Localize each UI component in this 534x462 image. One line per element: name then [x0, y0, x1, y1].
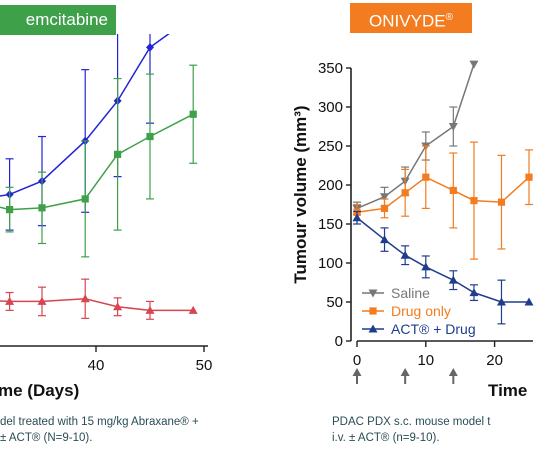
- x-tick-label: 0: [353, 352, 361, 369]
- data-point: [525, 173, 533, 181]
- y-tick-label: 0: [335, 333, 343, 350]
- data-point: [380, 193, 390, 202]
- data-point: [38, 204, 46, 212]
- y-tick-label: 100: [318, 255, 343, 272]
- series-line: [0, 297, 194, 312]
- data-point: [80, 294, 90, 303]
- data-point: [352, 213, 362, 222]
- data-point: [448, 123, 458, 131]
- right-banner-text: ONIVYDE: [369, 11, 446, 31]
- data-point: [401, 189, 409, 197]
- legend-label: ACT® + Drug: [391, 321, 476, 337]
- series-line: [0, 34, 170, 197]
- series-line: [0, 113, 194, 211]
- y-tick-label: 200: [318, 177, 343, 194]
- right-banner-label: ONIVYDE®: [350, 3, 472, 33]
- data-point: [380, 204, 389, 212]
- dosing-arrow-head: [352, 368, 362, 376]
- legend-marker: [368, 324, 378, 333]
- series-line: [356, 217, 529, 303]
- data-point: [114, 150, 122, 158]
- data-point: [188, 305, 198, 314]
- x-tick-label: 10: [417, 352, 434, 369]
- data-point: [449, 186, 457, 195]
- data-point: [5, 296, 15, 305]
- x-tick-label: 40: [88, 357, 105, 374]
- x-tick-label: 20: [486, 352, 503, 369]
- left-banner-label: emcitabine: [25, 10, 108, 29]
- data-point: [496, 297, 506, 306]
- data-point: [189, 12, 197, 20]
- series: [0, 64, 198, 258]
- left-caption: del treated with 15 mg/kg Abraxane® + ± …: [0, 414, 199, 446]
- series: [0, 12, 197, 231]
- right-banner-background: [350, 3, 472, 33]
- legend-label: Saline: [391, 285, 430, 301]
- legend-marker: [369, 307, 377, 315]
- data-point: [145, 305, 155, 314]
- data-point: [448, 275, 458, 284]
- left-banner-background: [0, 5, 116, 35]
- series: [352, 60, 479, 216]
- y-axis-label: Tumour volume (mm³): [291, 105, 310, 283]
- legend-marker: [368, 289, 378, 298]
- x-axis-label: me (Days): [0, 381, 79, 400]
- series: [0, 278, 198, 320]
- dosing-arrow-head: [448, 368, 458, 376]
- y-tick-label: 150: [318, 216, 343, 233]
- data-point: [470, 197, 478, 205]
- right-caption-line-2: i.v. ± ACT® (n=9-10).: [332, 432, 440, 444]
- series-line: [356, 63, 475, 210]
- y-tick-label: 50: [326, 294, 343, 311]
- data-point: [421, 262, 431, 271]
- data-point: [6, 206, 14, 214]
- data-point: [380, 235, 390, 244]
- right-caption-line-1: PDAC PDX s.c. mouse model t: [332, 416, 491, 428]
- data-point: [469, 288, 479, 297]
- data-point: [146, 132, 154, 141]
- left-chart-plot-area: [0, 12, 198, 320]
- data-point: [81, 195, 89, 203]
- y-tick-label: 350: [318, 60, 343, 77]
- series: [352, 210, 534, 325]
- data-point: [400, 250, 410, 259]
- right-caption: PDAC PDX s.c. mouse model t i.v. ± ACT® …: [332, 414, 491, 446]
- right-banner-mark: ®: [445, 12, 453, 23]
- data-point: [524, 297, 534, 306]
- left-chart: 304050me (Days): [0, 12, 213, 400]
- legend: Saline Drug only ACT® + Drug: [362, 285, 476, 337]
- data-point: [497, 198, 506, 206]
- left-caption-line-2: ± ACT® (N=9-10).: [0, 432, 93, 444]
- x-tick-label: 50: [196, 357, 213, 374]
- right-chart: 0 50 100 150 200 250 300 350 0 10 20 Time Tumour vol…: [291, 60, 534, 400]
- left-caption-line-1: del treated with 15 mg/kg Abraxane® +: [0, 416, 199, 428]
- x-axis-label: Time: [488, 381, 527, 400]
- series: [353, 141, 533, 260]
- dosing-arrow-head: [400, 368, 410, 376]
- legend-label: Drug only: [391, 303, 451, 319]
- data-point: [469, 60, 479, 69]
- data-point: [422, 173, 430, 181]
- y-tick-label: 300: [318, 99, 343, 116]
- data-point: [146, 43, 154, 52]
- data-point: [113, 302, 123, 311]
- right-chart-plot-area: [352, 60, 534, 325]
- y-tick-label: 250: [318, 138, 343, 155]
- data-point: [189, 110, 197, 118]
- data-point: [37, 296, 47, 305]
